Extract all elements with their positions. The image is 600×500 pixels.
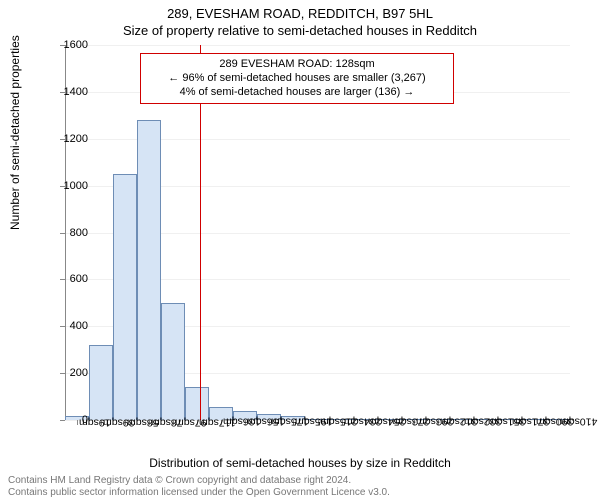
histogram-bar bbox=[161, 303, 185, 420]
annotation-line: ← 96% of semi-detached houses are smalle… bbox=[147, 72, 447, 86]
annotation-line: 4% of semi-detached houses are larger (1… bbox=[147, 86, 447, 100]
footer-copyright-2: Contains public sector information licen… bbox=[8, 487, 390, 498]
y-tick-label: 400 bbox=[48, 320, 88, 332]
x-axis-label: Distribution of semi-detached houses by … bbox=[0, 456, 600, 470]
y-tick-label: 1400 bbox=[48, 86, 88, 98]
y-tick-label: 800 bbox=[48, 227, 88, 239]
y-axis-label: Number of semi-detached properties bbox=[8, 35, 22, 230]
histogram-plot: 289 EVESHAM ROAD: 128sqm← 96% of semi-de… bbox=[65, 45, 570, 420]
histogram-bar bbox=[89, 345, 113, 420]
footer-copyright-1: Contains HM Land Registry data © Crown c… bbox=[8, 475, 351, 486]
histogram-bar bbox=[185, 387, 209, 420]
page-title: 289, EVESHAM ROAD, REDDITCH, B97 5HL bbox=[0, 6, 600, 21]
y-tick-label: 1000 bbox=[48, 180, 88, 192]
y-tick-label: 600 bbox=[48, 273, 88, 285]
y-tick-label: 1200 bbox=[48, 133, 88, 145]
page-subtitle: Size of property relative to semi-detach… bbox=[0, 23, 600, 38]
annotation-line: 289 EVESHAM ROAD: 128sqm bbox=[147, 58, 447, 72]
chart-plot-area: 289 EVESHAM ROAD: 128sqm← 96% of semi-de… bbox=[65, 45, 570, 420]
y-tick-label: 1600 bbox=[48, 39, 88, 51]
y-tick-label: 200 bbox=[48, 367, 88, 379]
gridline bbox=[65, 45, 570, 46]
histogram-bar bbox=[137, 120, 161, 420]
histogram-bar bbox=[113, 174, 137, 420]
annotation-box: 289 EVESHAM ROAD: 128sqm← 96% of semi-de… bbox=[140, 53, 454, 104]
